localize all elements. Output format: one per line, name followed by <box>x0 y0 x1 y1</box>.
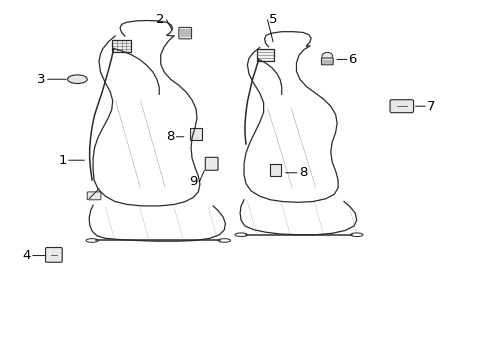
Text: 1: 1 <box>58 154 67 167</box>
FancyBboxPatch shape <box>190 128 202 140</box>
Text: 8: 8 <box>298 166 307 179</box>
FancyBboxPatch shape <box>321 58 333 65</box>
FancyBboxPatch shape <box>270 164 281 176</box>
FancyBboxPatch shape <box>179 27 192 39</box>
Text: 6: 6 <box>348 53 357 66</box>
Text: 7: 7 <box>427 100 436 113</box>
FancyBboxPatch shape <box>46 248 62 262</box>
Text: 4: 4 <box>23 249 31 262</box>
FancyBboxPatch shape <box>87 192 101 200</box>
Text: 3: 3 <box>37 73 46 86</box>
Circle shape <box>322 53 333 60</box>
Text: 2: 2 <box>156 13 165 26</box>
FancyBboxPatch shape <box>205 157 218 170</box>
Text: 5: 5 <box>269 13 278 26</box>
FancyBboxPatch shape <box>257 49 274 61</box>
FancyBboxPatch shape <box>112 40 131 52</box>
Text: 9: 9 <box>189 175 198 188</box>
Ellipse shape <box>68 75 87 84</box>
FancyBboxPatch shape <box>390 100 414 113</box>
Text: 8: 8 <box>166 130 175 143</box>
